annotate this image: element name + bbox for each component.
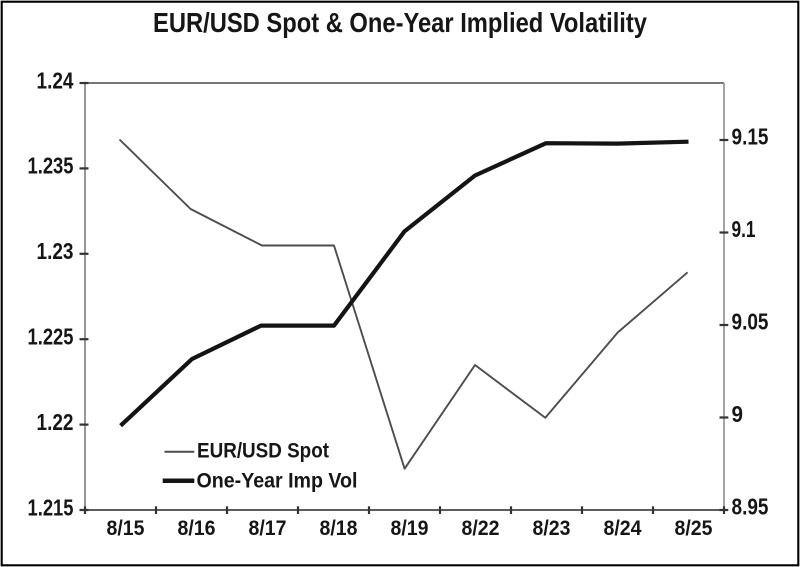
svg-text:8/15: 8/15 — [107, 516, 145, 540]
svg-text:8/16: 8/16 — [178, 516, 216, 540]
svg-text:EUR/USD Spot & One-Year Implie: EUR/USD Spot & One-Year Implied Volatili… — [153, 6, 647, 38]
svg-text:8/22: 8/22 — [462, 516, 500, 540]
svg-text:One-Year Imp Vol: One-Year Imp Vol — [197, 469, 358, 493]
svg-text:8/18: 8/18 — [320, 516, 358, 540]
svg-text:1.225: 1.225 — [28, 324, 74, 350]
svg-text:8/23: 8/23 — [533, 516, 571, 540]
svg-text:9.1: 9.1 — [732, 216, 756, 242]
svg-text:1.22: 1.22 — [37, 409, 74, 435]
svg-text:8/25: 8/25 — [675, 516, 713, 540]
svg-text:8/19: 8/19 — [391, 516, 429, 540]
svg-text:9.05: 9.05 — [732, 309, 769, 335]
svg-text:8/24: 8/24 — [604, 516, 642, 540]
svg-text:1.235: 1.235 — [28, 153, 74, 179]
svg-text:8.95: 8.95 — [732, 494, 769, 520]
svg-text:1.23: 1.23 — [37, 238, 74, 264]
svg-text:9: 9 — [732, 401, 744, 427]
svg-text:9.15: 9.15 — [732, 124, 769, 150]
svg-text:EUR/USD Spot: EUR/USD Spot — [197, 439, 329, 463]
svg-text:1.24: 1.24 — [37, 67, 74, 93]
svg-text:8/17: 8/17 — [249, 516, 287, 540]
svg-text:1.215: 1.215 — [28, 494, 74, 520]
